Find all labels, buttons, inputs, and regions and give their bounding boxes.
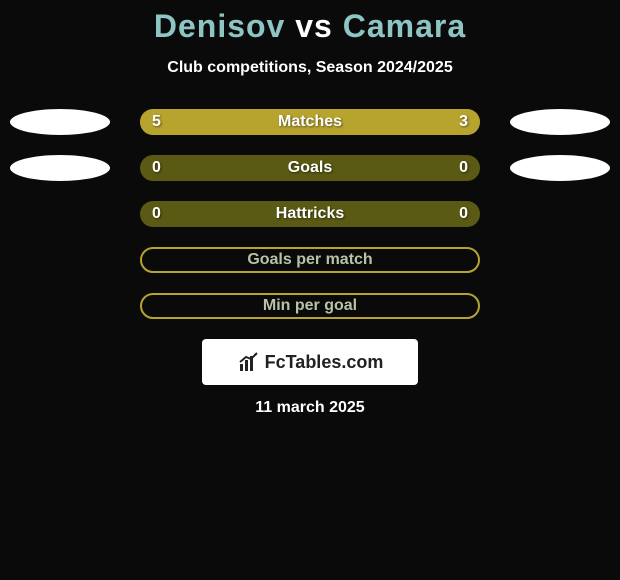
player2-name: Camara [343,8,466,44]
left-placeholder-ellipse [10,109,110,135]
stat-label: Matches [278,113,342,131]
brand-box[interactable]: FcTables.com [202,339,418,385]
stat-value-right: 0 [459,159,468,177]
stat-bar-empty: Min per goal [140,293,480,319]
stat-value-left: 5 [152,113,161,131]
left-placeholder-ellipse [10,155,110,181]
date: 11 march 2025 [0,399,620,417]
stat-value-left: 0 [152,159,161,177]
stat-row: Hattricks 0 0 [0,201,620,227]
stat-bar: Hattricks 0 0 [140,201,480,227]
stat-label: Goals [288,159,332,177]
brand-text: FcTables.com [265,352,384,373]
vs-text: vs [295,8,333,44]
stat-value-right: 0 [459,205,468,223]
stat-label: Hattricks [276,205,344,223]
chart-icon [237,350,261,374]
stat-value-right: 3 [459,113,468,131]
player1-name: Denisov [154,8,285,44]
stat-bar: Goals 0 0 [140,155,480,181]
stat-rows: Matches 5 3 Goals 0 0 Hattricks 0 0 Goals per mat… [0,109,620,319]
right-placeholder-ellipse [510,155,610,181]
stat-row: Min per goal [0,293,620,319]
stat-bar-empty: Goals per match [140,247,480,273]
subtitle: Club competitions, Season 2024/2025 [0,59,620,77]
stat-row: Goals per match [0,247,620,273]
stats-comparison-card: Denisov vs Camara Club competitions, Sea… [0,0,620,417]
page-title: Denisov vs Camara [0,8,620,45]
stat-row: Goals 0 0 [0,155,620,181]
stat-value-left: 0 [152,205,161,223]
stat-bar: Matches 5 3 [140,109,480,135]
right-placeholder-ellipse [510,109,610,135]
stat-row: Matches 5 3 [0,109,620,135]
